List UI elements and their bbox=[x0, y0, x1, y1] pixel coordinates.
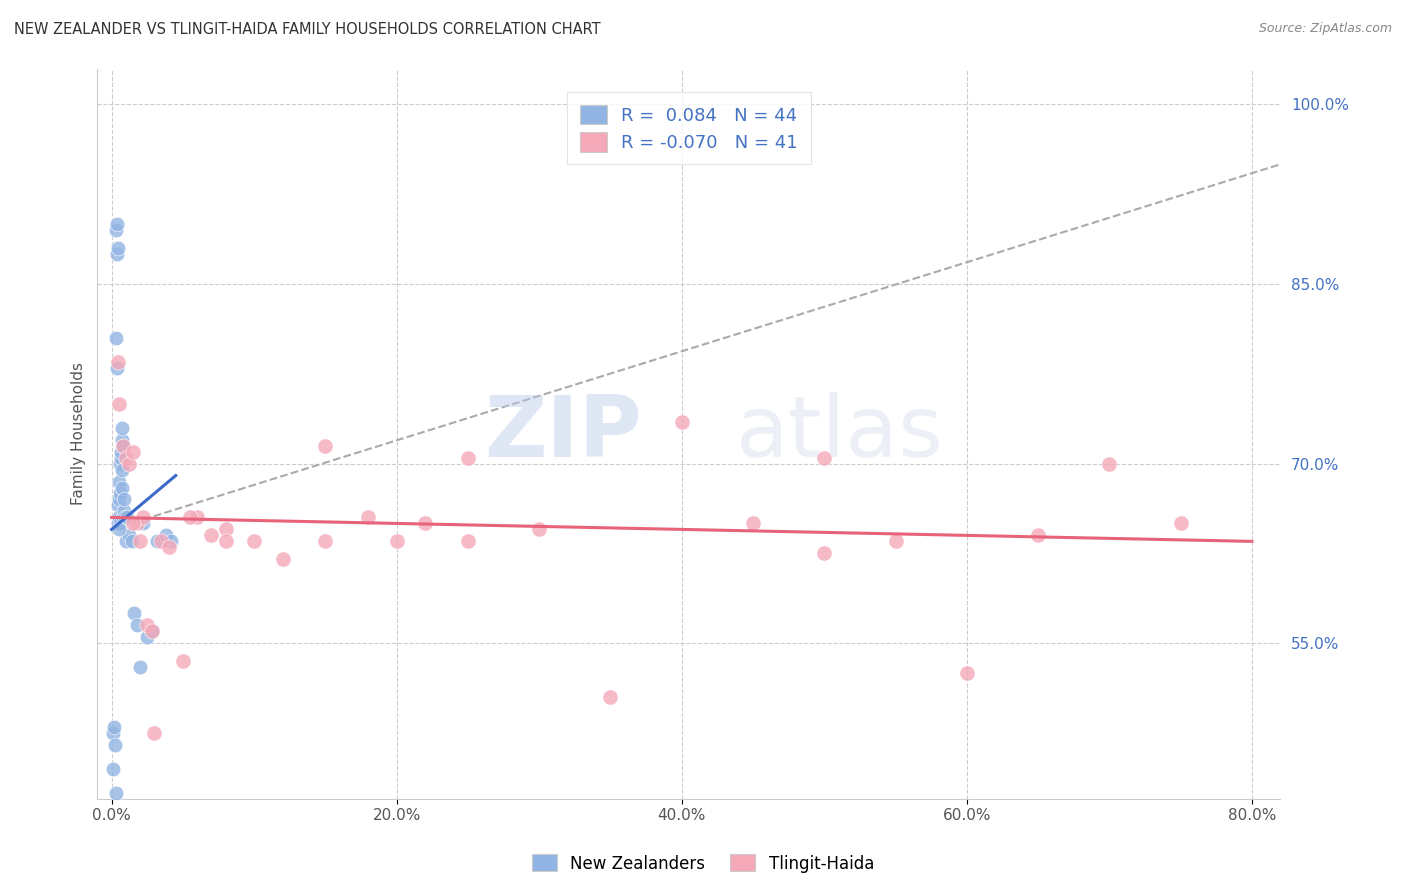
Point bbox=[122, 444, 145, 458]
Point bbox=[108, 523, 131, 537]
Point bbox=[457, 450, 479, 465]
Point bbox=[146, 534, 169, 549]
Point bbox=[314, 534, 336, 549]
Point bbox=[143, 726, 166, 740]
Point bbox=[111, 420, 134, 434]
Point bbox=[105, 360, 128, 375]
Point bbox=[105, 223, 128, 237]
Point bbox=[118, 457, 141, 471]
Point bbox=[111, 462, 134, 476]
Point bbox=[107, 516, 129, 531]
Point bbox=[155, 528, 177, 542]
Point bbox=[385, 534, 408, 549]
Point bbox=[813, 450, 835, 465]
Point bbox=[599, 690, 621, 704]
Point bbox=[127, 618, 149, 632]
Point bbox=[105, 217, 128, 231]
Point bbox=[529, 523, 551, 537]
Point bbox=[314, 439, 336, 453]
Point bbox=[200, 528, 222, 542]
Point bbox=[141, 624, 163, 639]
Point bbox=[141, 624, 163, 639]
Point bbox=[110, 457, 132, 471]
Point bbox=[114, 492, 136, 507]
Point bbox=[111, 510, 134, 524]
Point bbox=[457, 534, 479, 549]
Point bbox=[110, 481, 132, 495]
Point bbox=[108, 475, 131, 489]
Text: ZIP: ZIP bbox=[484, 392, 641, 475]
Point bbox=[150, 534, 173, 549]
Point bbox=[108, 516, 131, 531]
Point bbox=[104, 331, 127, 345]
Point bbox=[884, 534, 907, 549]
Point bbox=[107, 241, 129, 255]
Point bbox=[132, 510, 155, 524]
Point bbox=[110, 450, 132, 465]
Text: atlas: atlas bbox=[737, 392, 945, 475]
Point bbox=[172, 654, 194, 668]
Point bbox=[107, 492, 129, 507]
Point bbox=[813, 546, 835, 560]
Point bbox=[118, 528, 141, 542]
Point bbox=[160, 534, 183, 549]
Point bbox=[108, 510, 131, 524]
Point bbox=[136, 618, 159, 632]
Point bbox=[110, 444, 132, 458]
Point bbox=[115, 450, 138, 465]
Point bbox=[413, 516, 436, 531]
Point bbox=[112, 504, 135, 518]
Point bbox=[124, 606, 146, 620]
Point bbox=[357, 510, 380, 524]
Point bbox=[129, 534, 152, 549]
Point bbox=[271, 552, 294, 566]
Point bbox=[121, 534, 143, 549]
Text: NEW ZEALANDER VS TLINGIT-HAIDA FAMILY HOUSEHOLDS CORRELATION CHART: NEW ZEALANDER VS TLINGIT-HAIDA FAMILY HO… bbox=[14, 22, 600, 37]
Point bbox=[107, 499, 129, 513]
Point bbox=[104, 786, 127, 800]
Point bbox=[127, 516, 149, 531]
Legend: R =  0.084   N = 44, R = -0.070   N = 41: R = 0.084 N = 44, R = -0.070 N = 41 bbox=[567, 92, 811, 164]
Point bbox=[111, 433, 134, 447]
Point bbox=[108, 397, 131, 411]
Point bbox=[1098, 457, 1121, 471]
Point bbox=[179, 510, 201, 524]
Point bbox=[111, 439, 134, 453]
Point bbox=[157, 541, 180, 555]
Point bbox=[1170, 516, 1192, 531]
Point bbox=[122, 516, 145, 531]
Point bbox=[107, 355, 129, 369]
Point bbox=[1026, 528, 1049, 542]
Point bbox=[114, 510, 136, 524]
Text: Source: ZipAtlas.com: Source: ZipAtlas.com bbox=[1258, 22, 1392, 36]
Point bbox=[243, 534, 266, 549]
Point bbox=[104, 738, 127, 752]
Point bbox=[956, 666, 979, 681]
Point bbox=[105, 247, 128, 261]
Point bbox=[129, 660, 152, 674]
Point bbox=[671, 415, 693, 429]
Point bbox=[101, 726, 124, 740]
Point bbox=[117, 510, 139, 524]
Point bbox=[108, 486, 131, 500]
Point bbox=[111, 439, 134, 453]
Point bbox=[132, 516, 155, 531]
Point bbox=[115, 534, 138, 549]
Point bbox=[742, 516, 765, 531]
Point bbox=[136, 630, 159, 644]
Point bbox=[214, 523, 236, 537]
Point bbox=[214, 534, 236, 549]
Point bbox=[103, 762, 125, 776]
Legend: New Zealanders, Tlingit-Haida: New Zealanders, Tlingit-Haida bbox=[526, 847, 880, 880]
Point bbox=[103, 720, 125, 734]
Y-axis label: Family Households: Family Households bbox=[72, 362, 86, 505]
Point bbox=[186, 510, 208, 524]
